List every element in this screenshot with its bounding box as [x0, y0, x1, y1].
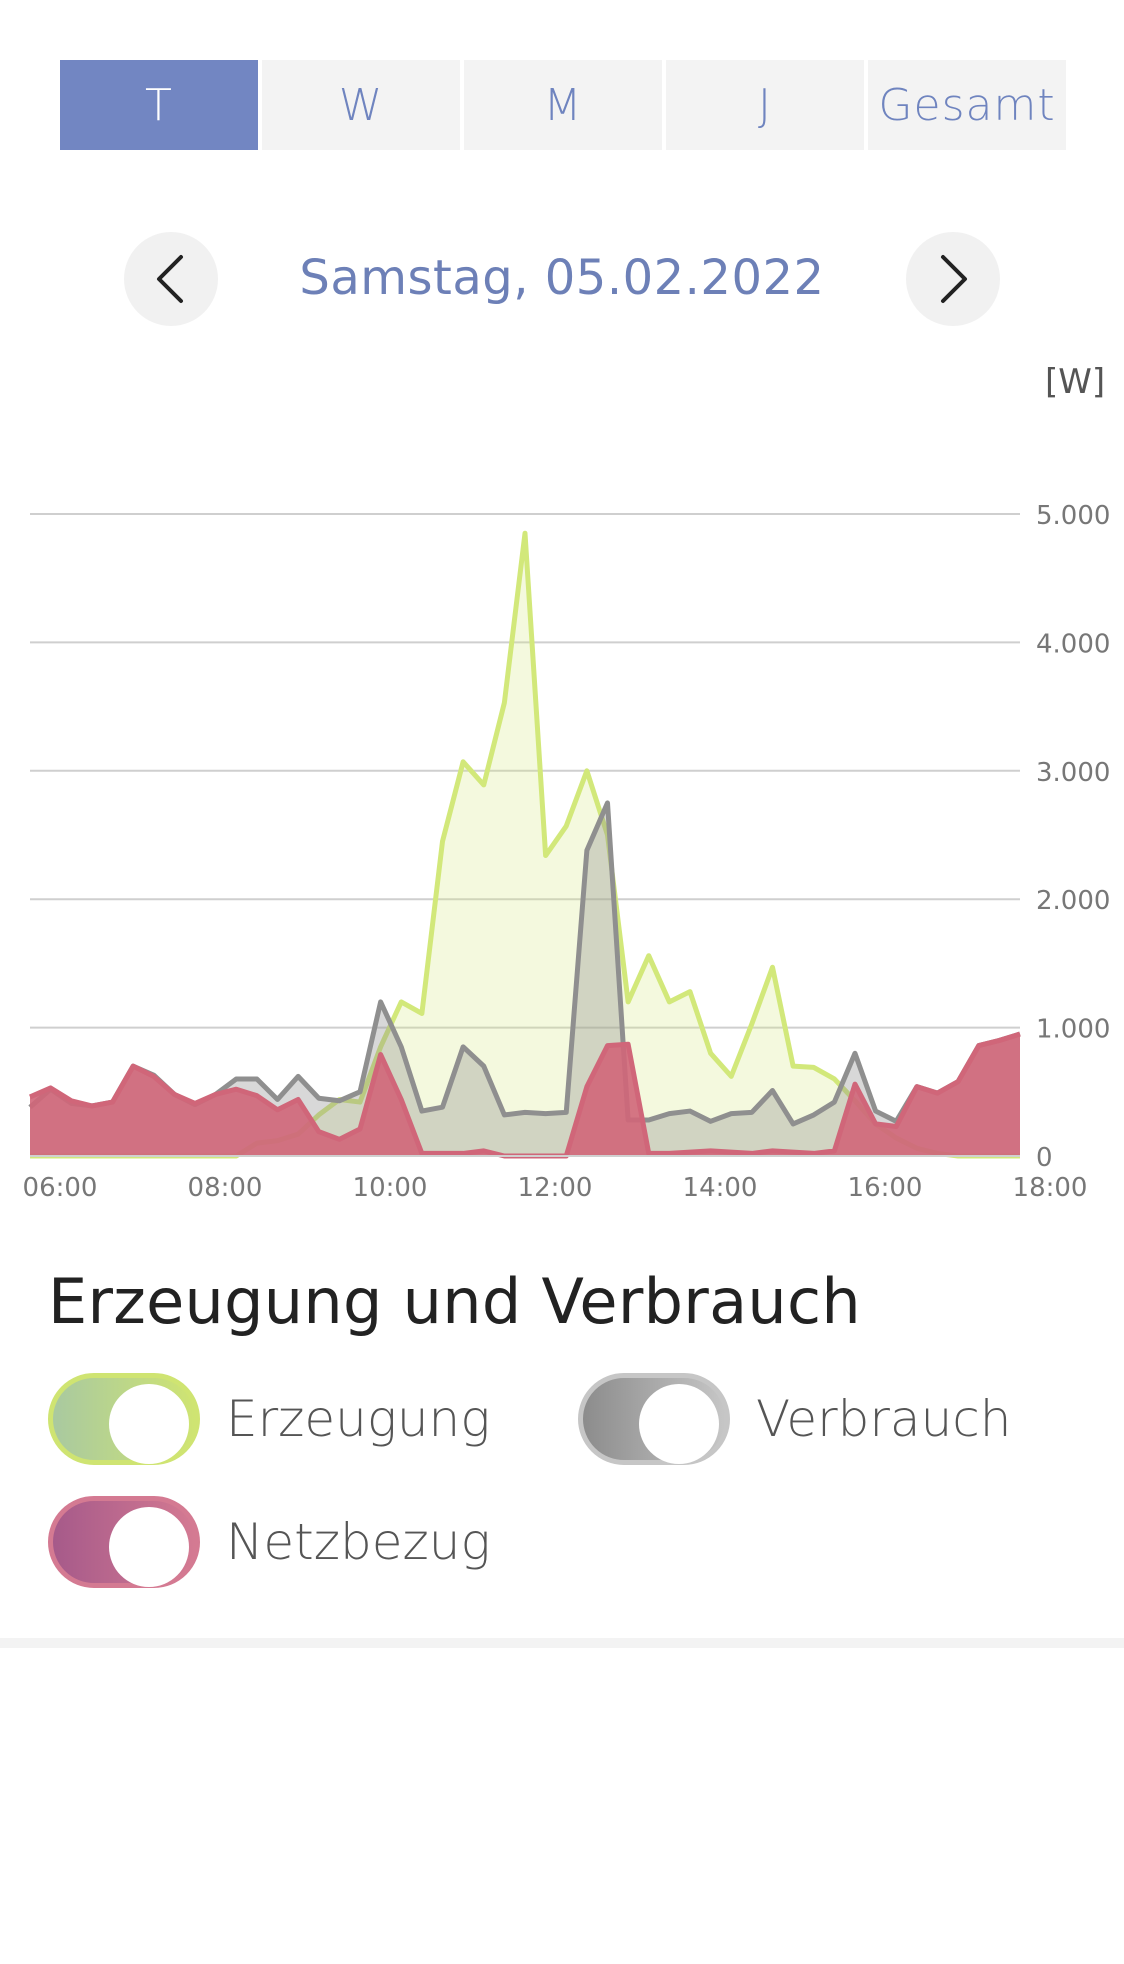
- legend-toggle-netzbezug[interactable]: Netzbezug: [48, 1496, 490, 1588]
- chevron-right-icon: [941, 255, 967, 303]
- x-tick-label: 12:00: [518, 1173, 593, 1203]
- toggle-knob: [109, 1507, 189, 1587]
- energy-chart: 0 1.000 2.000 3.000 4.000 5.000 06:00 08:00 10:0…: [23, 501, 1111, 1203]
- toggle-knob: [639, 1384, 719, 1464]
- toggle-knob: [109, 1384, 189, 1464]
- tab-month[interactable]: M: [464, 60, 662, 150]
- date-label: Samstag, 05.02.2022: [299, 250, 825, 306]
- x-tick-label: 16:00: [848, 1173, 923, 1203]
- y-tick-label: 2.000: [1036, 886, 1110, 916]
- erzeugung-toggle-switch[interactable]: [48, 1373, 200, 1465]
- y-tick-label: 1.000: [1036, 1015, 1110, 1045]
- legend-label-netzbezug: Netzbezug: [226, 1513, 491, 1571]
- y-tick-label: 4.000: [1036, 629, 1110, 659]
- legend-toggle-erzeugung[interactable]: Erzeugung: [48, 1373, 490, 1465]
- date-navigation: Samstag, 05.02.2022: [0, 232, 1124, 326]
- tab-day[interactable]: T: [60, 60, 258, 150]
- section-title: Erzeugung und Verbrauch: [48, 1265, 861, 1338]
- chevron-left-icon: [157, 255, 183, 303]
- x-tick-label: 14:00: [683, 1173, 758, 1203]
- legend-toggle-verbrauch[interactable]: Verbrauch: [578, 1373, 1011, 1465]
- series-area-netzbezug: [30, 1034, 1020, 1156]
- tab-total[interactable]: Gesamt: [868, 60, 1066, 150]
- verbrauch-toggle-switch[interactable]: [578, 1373, 730, 1465]
- legend-label-erzeugung: Erzeugung: [226, 1390, 491, 1448]
- x-tick-label: 10:00: [353, 1173, 428, 1203]
- legend-label-verbrauch: Verbrauch: [756, 1390, 1012, 1448]
- series-area-erzeugung: [30, 533, 1020, 1156]
- netzbezug-toggle-switch[interactable]: [48, 1496, 200, 1588]
- tab-year[interactable]: J: [666, 60, 864, 150]
- previous-day-button[interactable]: [124, 232, 218, 326]
- tab-week[interactable]: W: [262, 60, 460, 150]
- y-tick-label: 3.000: [1036, 758, 1110, 788]
- period-tabs: T W M J Gesamt: [60, 60, 1066, 150]
- section-divider: [0, 1638, 1124, 1648]
- x-tick-label: 18:00: [1013, 1173, 1088, 1203]
- unit-label: [W]: [1045, 362, 1106, 402]
- x-tick-label: 06:00: [23, 1173, 98, 1203]
- y-tick-label: 0: [1036, 1143, 1053, 1173]
- next-day-button[interactable]: [906, 232, 1000, 326]
- y-tick-label: 5.000: [1036, 501, 1110, 531]
- x-tick-label: 08:00: [188, 1173, 263, 1203]
